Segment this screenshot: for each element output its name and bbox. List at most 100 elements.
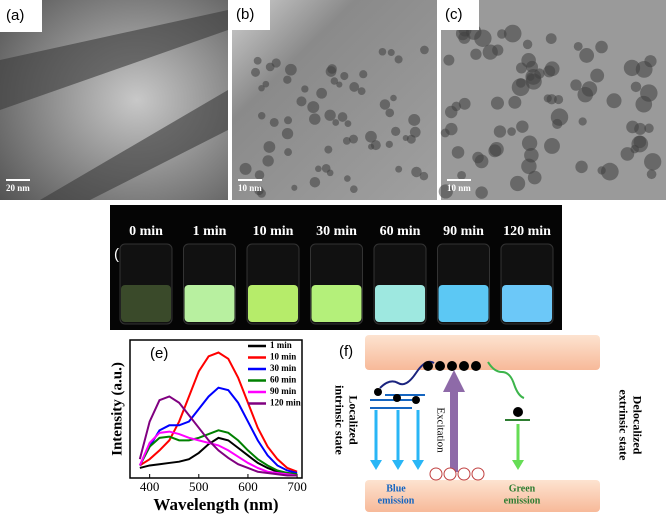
- particle: [635, 95, 653, 113]
- particle: [283, 75, 292, 84]
- particle: [445, 122, 458, 136]
- particle: [337, 112, 348, 122]
- particle: [385, 140, 393, 148]
- legend-label: 1 min: [270, 340, 292, 350]
- x-tick-label: 400: [140, 479, 160, 494]
- particle: [579, 48, 595, 63]
- panel-label: (a): [6, 7, 24, 24]
- state-label: extrinsic state: [616, 390, 630, 462]
- tem-image-b: [232, 0, 437, 200]
- particle: [510, 175, 526, 192]
- upper-band: [365, 335, 600, 370]
- series-line: [139, 351, 298, 473]
- particle: [597, 166, 606, 175]
- particle: [324, 145, 333, 154]
- vial-label: 0 min: [129, 224, 163, 239]
- particle: [390, 94, 397, 102]
- tem-sheet: [0, 10, 228, 200]
- electron: [412, 396, 420, 404]
- x-tick-label: 500: [189, 479, 209, 494]
- vial-label: 90 min: [443, 224, 484, 239]
- particle: [262, 155, 274, 167]
- vial-label: 10 min: [253, 224, 294, 239]
- vial-liquid: [311, 285, 362, 322]
- particle: [581, 81, 598, 97]
- particle: [623, 59, 641, 77]
- particle: [489, 142, 504, 157]
- particle: [578, 117, 587, 126]
- label-box: [441, 0, 479, 30]
- emission-label: emission: [378, 495, 415, 506]
- particle: [309, 113, 321, 125]
- particle: [316, 87, 327, 99]
- vial-liquid: [184, 285, 235, 322]
- relax-arrow: [487, 361, 525, 399]
- particle: [254, 170, 265, 180]
- particle: [438, 184, 453, 199]
- series-line: [138, 395, 298, 477]
- particle: [526, 60, 539, 73]
- particle: [644, 153, 662, 171]
- particle: [420, 45, 429, 55]
- particle: [315, 165, 322, 173]
- particle: [644, 123, 654, 133]
- particle: [522, 39, 533, 50]
- vial-liquid: [438, 285, 489, 322]
- particle: [342, 137, 351, 145]
- particle: [285, 63, 297, 76]
- particle: [474, 154, 489, 169]
- electron: [423, 361, 433, 371]
- particle: [445, 105, 458, 119]
- emission-label: Green: [509, 483, 536, 494]
- particle: [387, 49, 395, 57]
- particle: [269, 118, 279, 127]
- legend-label: 10 min: [270, 352, 296, 362]
- panel-label: (f): [339, 343, 353, 360]
- particle: [391, 126, 401, 136]
- particle: [253, 56, 262, 65]
- particle: [543, 65, 556, 78]
- panel-label: (e): [150, 345, 168, 362]
- particle: [258, 84, 265, 92]
- particle: [357, 87, 366, 96]
- particle: [402, 134, 409, 142]
- particle: [368, 143, 375, 150]
- particle: [330, 77, 339, 85]
- particle: [544, 138, 560, 154]
- electron: [459, 361, 469, 371]
- vial-label: 1 min: [193, 224, 227, 239]
- vial-liquid: [121, 285, 171, 322]
- particle: [296, 96, 307, 107]
- particle: [395, 165, 403, 173]
- particle: [344, 175, 351, 182]
- particle: [378, 47, 387, 56]
- particle: [443, 54, 455, 66]
- particle: [324, 109, 336, 121]
- particle: [336, 81, 343, 88]
- particle: [411, 166, 422, 178]
- plot-frame: [129, 339, 303, 479]
- panel-label: (c): [445, 6, 463, 23]
- particle: [503, 24, 522, 43]
- hole: [471, 467, 485, 481]
- electron: [447, 361, 457, 371]
- vials: 0 min 1 min 10 min 30 min 60 min 90 min 120 mi…: [119, 224, 554, 325]
- particle: [595, 40, 608, 54]
- particle: [307, 101, 320, 114]
- vial-label: 30 min: [316, 224, 357, 239]
- electron: [374, 388, 382, 396]
- hole: [443, 467, 457, 481]
- legend-label: 30 min: [270, 363, 296, 373]
- particle: [258, 112, 266, 120]
- state-label: Delocalized: [630, 396, 644, 455]
- x-axis-label: Wavelength (nm): [153, 495, 278, 514]
- legend-label: 120 min: [270, 398, 301, 408]
- chart: 400 500 600 700 Wavelength (nm) Intensity (a.…: [109, 339, 307, 514]
- particle: [606, 93, 622, 109]
- particle: [631, 135, 649, 153]
- particle: [284, 116, 293, 125]
- particle: [630, 81, 642, 93]
- particle: [575, 160, 588, 174]
- legend-label: 90 min: [270, 386, 296, 396]
- series-line: [138, 430, 298, 477]
